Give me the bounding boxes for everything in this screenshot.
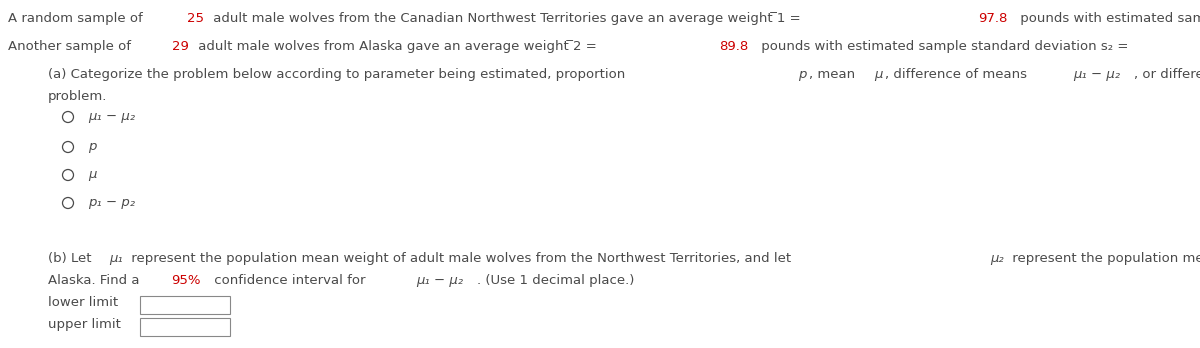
Text: pounds with estimated sample standard deviation s₁ =: pounds with estimated sample standard de…	[1016, 12, 1200, 25]
Text: , or difference of proportions: , or difference of proportions	[1134, 68, 1200, 81]
Text: , difference of means: , difference of means	[884, 68, 1031, 81]
Text: A random sample of: A random sample of	[8, 12, 148, 25]
Text: , mean: , mean	[809, 68, 859, 81]
Text: μ₁ − μ₂: μ₁ − μ₂	[415, 274, 463, 287]
Text: μ: μ	[88, 168, 96, 181]
Text: confidence interval for: confidence interval for	[210, 274, 370, 287]
Text: adult male wolves from Alaska gave an average weight ̅2 =: adult male wolves from Alaska gave an av…	[194, 40, 601, 53]
Text: upper limit: upper limit	[48, 318, 121, 331]
Text: μ₁ − μ₂: μ₁ − μ₂	[88, 110, 136, 123]
Text: Another sample of: Another sample of	[8, 40, 136, 53]
Text: μ₂: μ₂	[990, 252, 1003, 265]
Text: p: p	[798, 68, 806, 81]
Text: represent the population mean weight of adult male wolves from: represent the population mean weight of …	[1008, 252, 1200, 265]
Text: μ₁: μ₁	[109, 252, 124, 265]
Text: μ: μ	[874, 68, 882, 81]
Text: 25: 25	[187, 12, 204, 25]
Text: 89.8: 89.8	[719, 40, 749, 53]
FancyBboxPatch shape	[140, 296, 230, 314]
Text: (a) Categorize the problem below according to parameter being estimated, proport: (a) Categorize the problem below accordi…	[48, 68, 630, 81]
Text: 29: 29	[172, 40, 190, 53]
Text: . (Use 1 decimal place.): . (Use 1 decimal place.)	[476, 274, 634, 287]
Text: lower limit: lower limit	[48, 296, 118, 309]
Text: 97.8: 97.8	[978, 12, 1008, 25]
Text: represent the population mean weight of adult male wolves from the Northwest Ter: represent the population mean weight of …	[127, 252, 796, 265]
Text: μ₁ − μ₂: μ₁ − μ₂	[1074, 68, 1121, 81]
Text: Alaska. Find a: Alaska. Find a	[48, 274, 144, 287]
Text: problem.: problem.	[48, 90, 107, 103]
FancyBboxPatch shape	[140, 318, 230, 336]
Text: p₁ − p₂: p₁ − p₂	[88, 196, 136, 209]
Text: (b) Let: (b) Let	[48, 252, 96, 265]
Text: adult male wolves from the Canadian Northwest Territories gave an average weight: adult male wolves from the Canadian Nort…	[209, 12, 805, 25]
Text: 95%: 95%	[172, 274, 202, 287]
Text: p: p	[88, 140, 96, 153]
Text: pounds with estimated sample standard deviation s₂ =: pounds with estimated sample standard de…	[757, 40, 1133, 53]
